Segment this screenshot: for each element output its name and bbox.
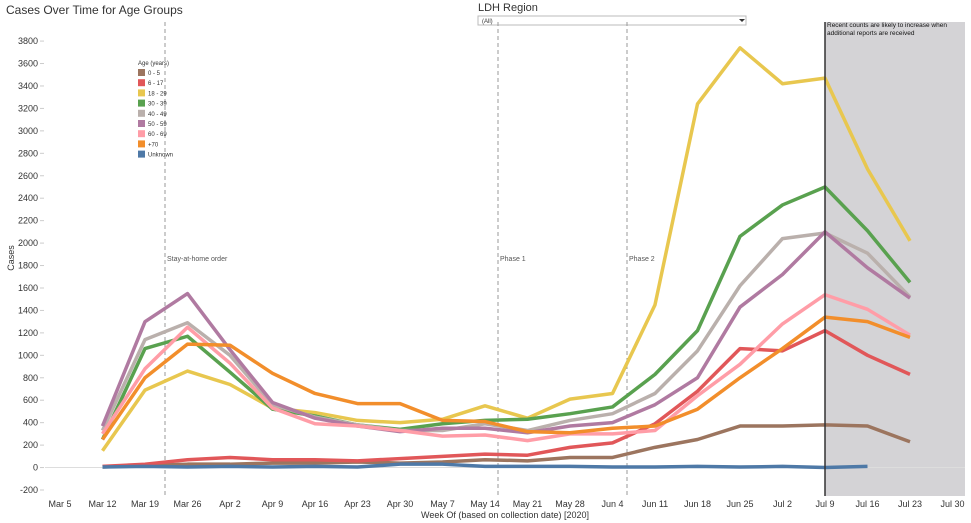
x-tick-label: Jul 16 [855,499,879,509]
recent-shade [825,22,965,496]
legend-label: +70 [148,142,159,148]
y-tick-label: 1200 [18,328,38,338]
legend-label: 6 - 17 [148,81,164,87]
x-tick-label: Jun 18 [684,499,711,509]
x-tick-label: Jul 9 [815,499,834,509]
y-tick-label: 400 [23,418,38,428]
legend-swatch [138,150,145,158]
y-tick-label: -200 [20,485,38,495]
x-tick-label: Jul 2 [773,499,792,509]
legend-swatch [138,99,145,107]
y-tick-label: 3600 [18,59,38,69]
annotation: Stay-at-home order [167,256,228,263]
y-tick-label: 2000 [18,238,38,248]
legend-label: 0 - 5 [148,71,161,77]
legend-label: 50 - 59 [148,122,167,128]
y-tick-label: 1000 [18,350,38,360]
x-tick-label: May 28 [555,499,585,509]
x-tick-label: Apr 30 [387,499,414,509]
y-tick-label: 0 [33,463,38,473]
series-line [101,315,911,441]
y-tick-label: 2200 [18,216,38,226]
chart-title: Cases Over Time for Age Groups [6,3,183,17]
y-tick-label: 600 [23,395,38,405]
x-tick-label: Mar 5 [48,499,71,509]
y-tick-label: 2400 [18,193,38,203]
x-tick-label: Jun 11 [642,499,668,509]
y-tick-label: 1400 [18,305,38,315]
y-tick-label: 3400 [18,81,38,91]
y-tick-label: 3800 [18,36,38,46]
x-tick-label: Mar 19 [131,499,159,509]
dropdown-arrow [739,19,745,22]
filter-dropdown[interactable] [477,15,747,26]
legend-label: 30 - 39 [148,102,167,108]
filter-label: LDH Region [478,2,538,14]
annotation: Phase 2 [629,256,655,263]
y-tick-label: 2600 [18,171,38,181]
legend-swatch [138,89,145,97]
legend-title: Age (years) [138,61,169,67]
series-line [102,328,911,469]
legend-label: Unknown [148,153,173,159]
y-tick-label: 3200 [18,103,38,113]
legend-swatch [138,120,145,127]
legend-swatch [138,69,145,76]
x-tick-label: Apr 16 [302,499,329,509]
x-tick-label: Jun 25 [726,499,753,509]
x-tick-label: Jul 30 [940,499,964,509]
x-tick-label: Mar 12 [88,499,116,509]
legend-label: 18 - 29 [148,91,167,97]
legend-label: 60 - 69 [148,132,167,138]
x-tick-label: Mar 26 [173,499,201,509]
annotation: Phase 1 [500,256,526,263]
filter-value[interactable]: (All) [482,19,493,25]
x-tick-label: Jul 23 [898,499,922,509]
series-line [101,46,912,452]
y-tick-label: 3000 [18,126,38,136]
x-tick-label: May 21 [513,499,543,509]
x-axis-label: Week Of (based on collection date) [2020… [421,510,589,520]
series-line [102,462,868,470]
legend-swatch [138,140,145,148]
x-tick-label: Apr 2 [219,499,241,509]
x-tick-label: Jun 4 [601,499,623,509]
y-tick-label: 1800 [18,261,38,271]
y-tick-label: 2800 [18,148,38,158]
x-tick-label: May 7 [430,499,455,509]
x-tick-label: Apr 23 [344,499,371,509]
series-line [102,423,911,469]
shade-note-box: Recent counts are likely to increase whe… [827,22,947,37]
series-line [100,230,912,435]
x-tick-label: May 14 [470,499,500,509]
shade-note: Recent counts are likely to increase whe… [827,22,947,37]
legend-swatch [138,79,145,87]
y-tick-label: 1600 [18,283,38,293]
x-tick-label: Apr 9 [262,499,284,509]
y-axis-label: Cases [6,245,16,271]
legend-swatch [138,109,145,117]
series-line [101,292,911,443]
legend-label: 40 - 49 [148,112,167,118]
legend-swatch [138,130,145,138]
series-line [100,185,912,441]
y-tick-label: 200 [23,440,38,450]
y-tick-label: 800 [23,373,38,383]
